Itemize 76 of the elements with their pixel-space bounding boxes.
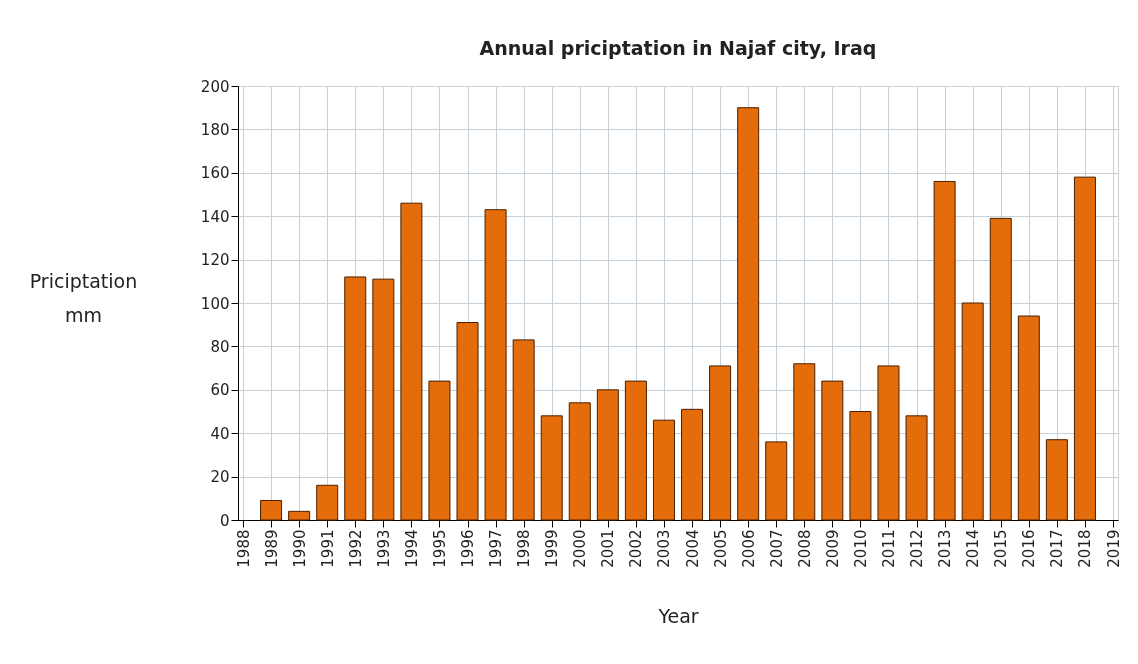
bar [989, 217, 1012, 521]
bar [456, 322, 479, 521]
y-tick-label: 140 [200, 207, 230, 226]
bar [652, 419, 675, 521]
bar [540, 415, 563, 521]
x-tick-label: 2003 [655, 529, 674, 568]
bar [849, 411, 872, 521]
x-tick-label: 1989 [262, 529, 281, 568]
x-tick-label: 2015 [992, 529, 1011, 568]
x-tick-label: 1988 [234, 529, 253, 568]
y-axis-title: Priciptation mm [29, 269, 138, 326]
x-tick-label: 2018 [1076, 529, 1095, 568]
x-tick-label: 1991 [318, 529, 337, 568]
x-tick-label: 2000 [571, 529, 590, 568]
x-tick-label: 1997 [487, 529, 506, 568]
x-tick-label: 1998 [515, 529, 534, 568]
bar [737, 107, 760, 521]
bar [1045, 439, 1068, 521]
x-tick-label: 2013 [936, 529, 955, 568]
bar [1073, 176, 1096, 521]
bar [1017, 315, 1040, 521]
y-tick-label: 40 [210, 424, 230, 443]
y-tick-label: 160 [200, 164, 230, 183]
y-tick-label: 100 [200, 294, 230, 313]
chart-title: Annual priciptation in Najaf city, Iraq [479, 37, 877, 59]
x-tick-label: 2016 [1020, 529, 1039, 568]
x-axis-title: Year [657, 604, 699, 627]
y-tick-label: 60 [210, 381, 230, 400]
x-tick-label: 2014 [964, 529, 983, 568]
x-tick-label: 2011 [879, 529, 898, 568]
x-tick-label: 2004 [683, 529, 702, 568]
bar [961, 302, 984, 521]
bar [316, 484, 339, 521]
bar [428, 380, 451, 521]
y-tick-label: 80 [210, 337, 230, 356]
x-tick-label: 2002 [627, 529, 646, 568]
bar [709, 365, 732, 521]
bar [484, 209, 507, 521]
x-tick-label: 2012 [908, 529, 927, 568]
bar [568, 402, 591, 521]
y-tick-label: 0 [219, 511, 230, 530]
x-tick-label: 2010 [851, 529, 870, 568]
y-tick-label: 120 [200, 251, 230, 270]
bar [624, 380, 647, 521]
x-tick-label: 2005 [711, 529, 730, 568]
y-tick-label: 200 [200, 77, 230, 96]
bar [596, 389, 619, 521]
x-tick-label: 1995 [430, 529, 449, 568]
x-tick-label: 2019 [1104, 529, 1123, 568]
bar [765, 441, 788, 521]
bar [288, 510, 311, 521]
bar [260, 499, 283, 521]
x-tick-label: 1996 [459, 529, 478, 568]
x-tick-label: 1994 [402, 529, 421, 568]
x-tick-label: 2017 [1048, 529, 1067, 568]
x-tick-label: 2006 [739, 529, 758, 568]
bar [681, 408, 704, 521]
x-tick-label: 1992 [346, 529, 365, 568]
bar [933, 180, 956, 521]
x-tick-label: 2007 [767, 529, 786, 568]
x-tick-label: 2008 [795, 529, 814, 568]
x-tick-label: 2001 [599, 529, 618, 568]
x-tick-label: 2009 [823, 529, 842, 568]
x-tick-label: 1993 [374, 529, 393, 568]
bar [372, 278, 395, 521]
bar [877, 365, 900, 521]
x-tick-label: 1999 [543, 529, 562, 568]
bar [400, 202, 423, 521]
y-tick-label: 20 [210, 468, 230, 487]
bar [793, 363, 816, 521]
bar [344, 276, 367, 521]
bar [512, 339, 535, 521]
bar [905, 415, 928, 521]
x-tick-label: 1990 [290, 529, 309, 568]
bar [821, 380, 844, 521]
y-tick-label: 180 [200, 120, 230, 139]
